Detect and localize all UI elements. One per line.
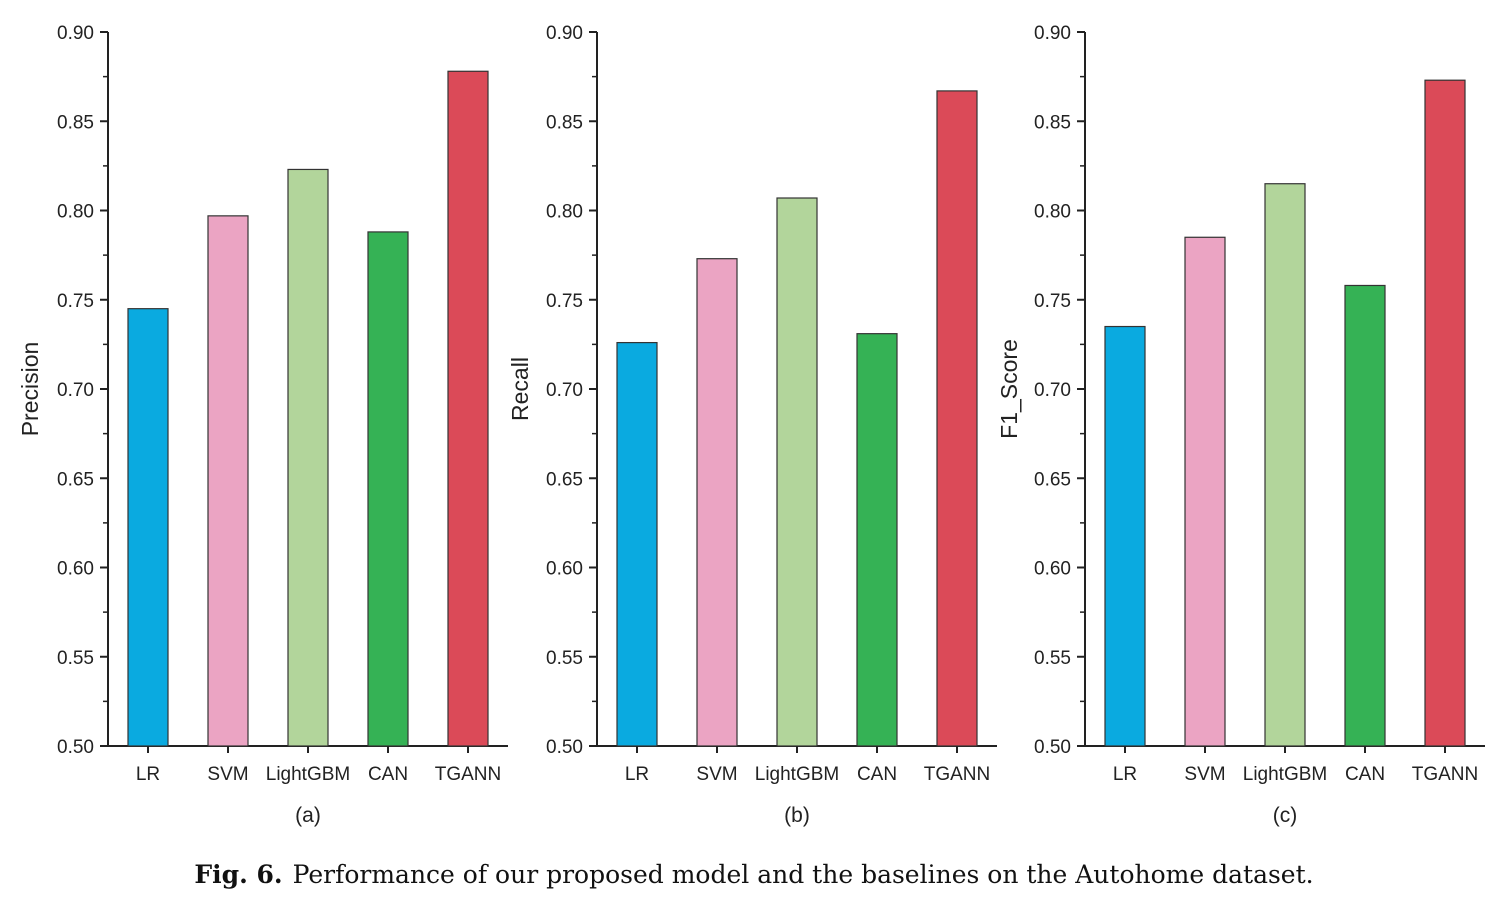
chart-panel-a: 0.50 0.55 0.60 0.65 0.70 0.75 0.80 0.85 0.90 LR SV… <box>17 23 508 827</box>
y-tick-label: 0.90 <box>1034 23 1071 44</box>
x-tick-label-lightgbm: LightGBM <box>1243 764 1327 785</box>
bar-tgann <box>936 90 978 747</box>
panel-label: (c) <box>1273 804 1298 827</box>
x-tick-label-can: CAN <box>857 764 897 785</box>
x-tick-label-tgann: TGANN <box>1412 764 1479 785</box>
chart-panel-b: 0.50 0.55 0.60 0.65 0.70 0.75 0.80 0.85 0.90 LR SV… <box>507 23 997 827</box>
x-tick-label-lr: LR <box>625 764 649 785</box>
panel-label: (a) <box>295 804 321 827</box>
y-tick-label: 0.85 <box>1034 112 1071 133</box>
y-axis-title: Precision <box>17 342 43 437</box>
x-tick-label-lr: LR <box>1113 764 1137 785</box>
y-tick-label: 0.55 <box>546 648 583 669</box>
bar-lightgbm <box>287 168 329 747</box>
y-axis-title: Recall <box>507 357 533 421</box>
bar-tgann <box>1424 79 1466 747</box>
y-axis-title: F1_Score <box>996 339 1022 439</box>
y-tick-label: 0.50 <box>57 737 94 758</box>
y-tick-label: 0.75 <box>57 291 94 312</box>
x-tick-label-lightgbm: LightGBM <box>755 764 839 785</box>
x-tick-label-lightgbm: LightGBM <box>266 764 350 785</box>
y-tick-label: 0.65 <box>57 469 94 490</box>
x-tick-label-can: CAN <box>368 764 408 785</box>
bar-can <box>367 231 409 747</box>
y-tick-label: 0.65 <box>546 469 583 490</box>
bar-tgann <box>447 70 489 747</box>
x-tick-label-can: CAN <box>1345 764 1385 785</box>
chart-panel-c: 0.50 0.55 0.60 0.65 0.70 0.75 0.80 0.85 0.90 LR SV… <box>996 23 1485 827</box>
figure-caption: Fig. 6. Performance of our proposed model… <box>0 860 1508 889</box>
y-tick-label: 0.75 <box>1034 291 1071 312</box>
x-tick-label-tgann: TGANN <box>435 764 502 785</box>
caption-text: Performance of our proposed model and th… <box>292 860 1314 889</box>
bar-lightgbm <box>1264 183 1306 747</box>
figure-number: Fig. 6. <box>194 860 283 889</box>
y-tick-label: 0.85 <box>57 112 94 133</box>
bar-svm <box>1184 236 1226 747</box>
x-tick-label-tgann: TGANN <box>924 764 991 785</box>
y-tick-label: 0.60 <box>1034 559 1071 580</box>
x-tick-label-svm: SVM <box>207 764 248 785</box>
x-tick-label-svm: SVM <box>696 764 737 785</box>
y-tick-label: 0.50 <box>1034 737 1071 758</box>
x-tick-label-svm: SVM <box>1184 764 1225 785</box>
y-tick-label: 0.80 <box>57 202 94 223</box>
y-tick-label: 0.80 <box>546 202 583 223</box>
bar-can <box>856 333 898 747</box>
y-tick-label: 0.60 <box>57 559 94 580</box>
y-tick-label: 0.50 <box>546 737 583 758</box>
bar-svm <box>696 258 738 747</box>
y-tick-label: 0.70 <box>57 380 94 401</box>
y-tick-label: 0.55 <box>57 648 94 669</box>
y-tick-label: 0.60 <box>546 559 583 580</box>
y-tick-label: 0.80 <box>1034 202 1071 223</box>
bar-svm <box>207 215 249 747</box>
y-tick-label: 0.90 <box>546 23 583 44</box>
y-tick-label: 0.75 <box>546 291 583 312</box>
y-tick-label: 0.55 <box>1034 648 1071 669</box>
bar-lr <box>616 341 658 747</box>
bar-lr <box>127 308 169 747</box>
x-tick-label-lr: LR <box>136 764 160 785</box>
y-tick-label: 0.85 <box>546 112 583 133</box>
y-tick-label: 0.90 <box>57 23 94 44</box>
bar-can <box>1344 284 1386 747</box>
bar-lightgbm <box>776 197 818 747</box>
y-tick-label: 0.65 <box>1034 469 1071 490</box>
bar-lr <box>1104 325 1146 747</box>
y-tick-label: 0.70 <box>1034 380 1071 401</box>
y-tick-label: 0.70 <box>546 380 583 401</box>
panel-label: (b) <box>784 804 810 827</box>
